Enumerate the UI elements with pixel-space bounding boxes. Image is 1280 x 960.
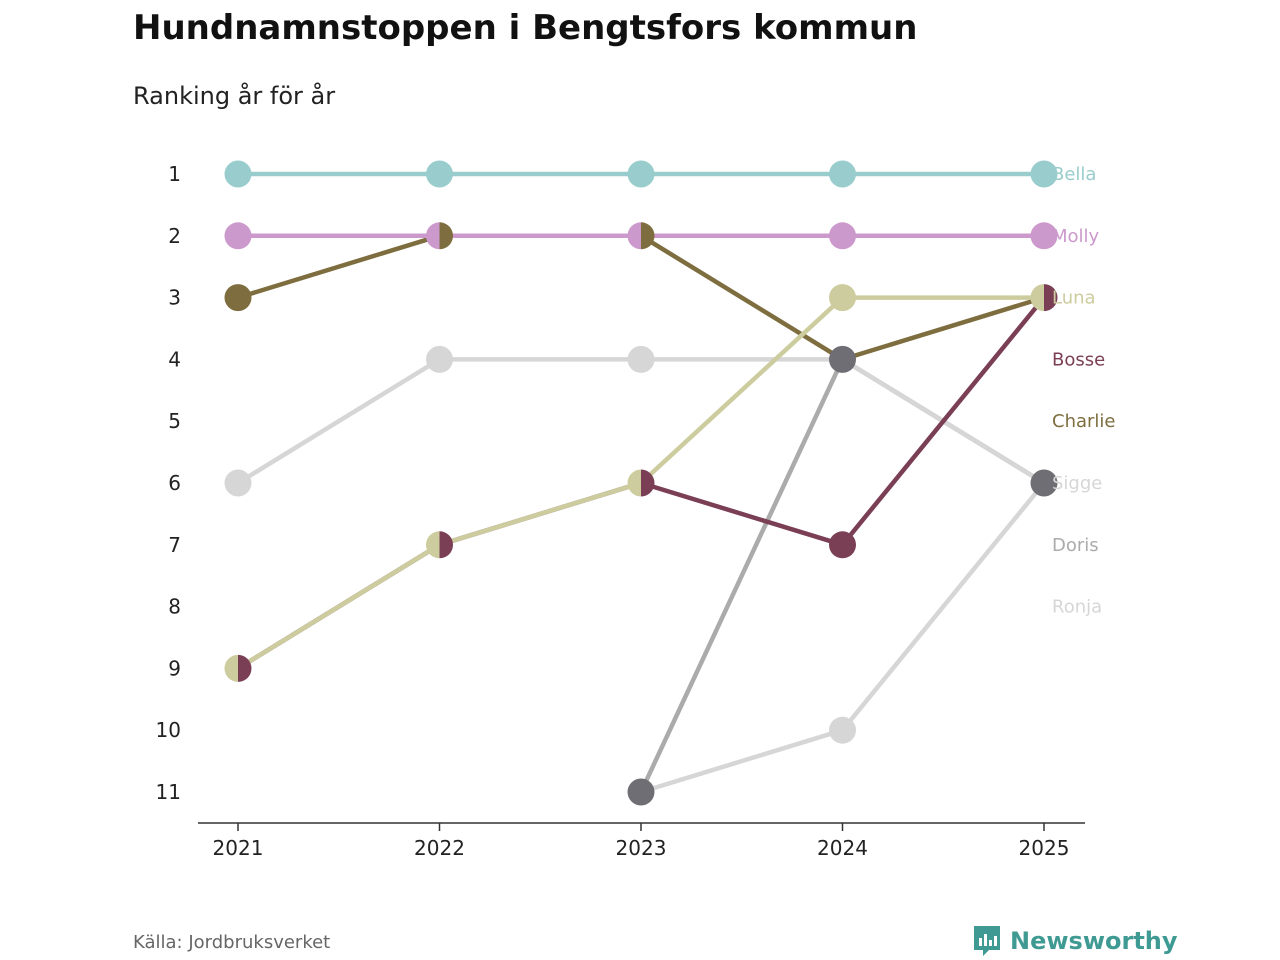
dot-cluster <box>1030 469 1058 497</box>
dot-split <box>426 531 453 559</box>
dot-sigge <box>224 469 252 497</box>
dot-split <box>627 222 655 250</box>
dot-split <box>627 469 655 497</box>
series-label-luna: Luna <box>1052 288 1096 309</box>
series-label-molly: Molly <box>1052 226 1100 247</box>
dot-bella <box>829 160 856 188</box>
y-tick-label: 9 <box>168 656 181 680</box>
y-tick-label: 6 <box>168 471 181 495</box>
series-label-doris: Doris <box>1052 535 1099 556</box>
dot-split <box>1030 284 1058 312</box>
dot-luna <box>829 284 856 312</box>
x-tick-label: 2023 <box>616 836 667 860</box>
y-tick-label: 5 <box>168 409 181 433</box>
dot-cluster <box>829 345 856 373</box>
chart-subtitle: Ranking år för år <box>133 82 336 110</box>
series-label-bosse: Bosse <box>1052 349 1105 370</box>
newsworthy-icon <box>974 926 1000 956</box>
series-label-ronja: Ronja <box>1052 597 1102 618</box>
series-label-bella: Bella <box>1052 164 1096 185</box>
dot-bella <box>224 160 252 188</box>
y-tick-label: 8 <box>168 595 181 619</box>
line-sigge <box>236 357 1046 485</box>
newsworthy-logo: Newsworthy <box>972 924 1178 958</box>
dot-molly <box>224 222 252 250</box>
x-tick-label: 2025 <box>1019 836 1070 860</box>
chart-title: Hundnamnstoppen i Bengtsfors kommun <box>133 8 918 48</box>
dot-cluster <box>627 778 655 806</box>
x-tick-label: 2022 <box>414 836 465 860</box>
dot-sigge <box>426 345 453 373</box>
dot-ronja <box>829 716 856 744</box>
dot-sigge <box>627 345 655 373</box>
label-layer: Bella Molly Luna Bosse Charlie Sigge Doris Ronj… <box>1052 164 1115 618</box>
y-tick-label: 11 <box>156 780 181 804</box>
series-label-sigge: Sigge <box>1052 473 1102 494</box>
dot-molly <box>829 222 856 250</box>
dot-charlie <box>224 284 252 312</box>
y-tick-label: 10 <box>156 718 181 742</box>
dot-split <box>426 222 453 250</box>
y-tick-label: 2 <box>168 224 181 248</box>
series-label-charlie: Charlie <box>1052 411 1115 432</box>
source-note: Källa: Jordbruksverket <box>133 932 331 953</box>
dot-split <box>224 654 252 682</box>
y-tick-label: 3 <box>168 286 181 310</box>
dot-bella <box>1030 160 1058 188</box>
y-tick-label: 1 <box>168 162 181 186</box>
line-ronja <box>640 481 1046 795</box>
x-tick-label: 2021 <box>213 836 264 860</box>
axis-layer: 2021 2022 2023 2024 2025 1 2 3 4 5 6 7 8 9 10 11 <box>156 162 1085 860</box>
x-tick-label: 2024 <box>817 836 868 860</box>
dot-layer <box>224 160 1058 806</box>
y-tick-label: 7 <box>168 533 181 557</box>
dot-bosse <box>829 531 856 559</box>
brand-name: Newsworthy <box>1010 927 1178 955</box>
dot-molly <box>1030 222 1058 250</box>
dot-bella <box>627 160 655 188</box>
y-tick-label: 4 <box>168 347 181 371</box>
dot-bella <box>426 160 453 188</box>
